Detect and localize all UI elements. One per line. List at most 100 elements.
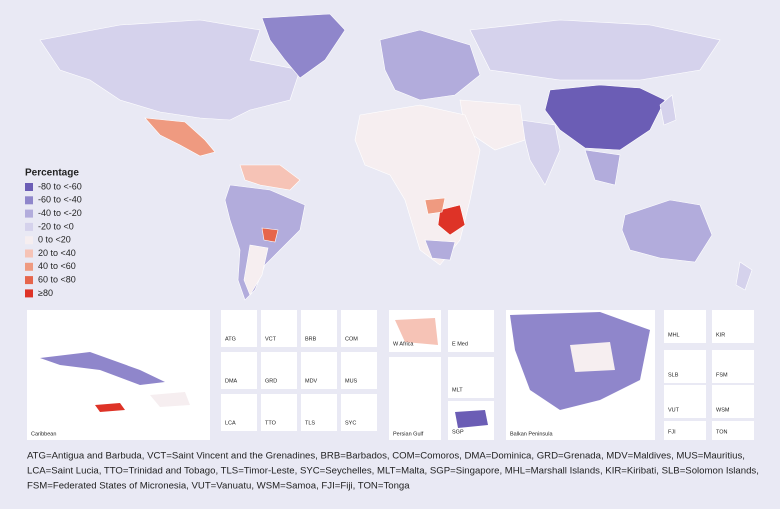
legend-label: 20 to <40 <box>38 248 76 258</box>
inset-box <box>301 310 337 347</box>
russia <box>469 19 721 81</box>
zimbabwe <box>437 204 466 236</box>
inset-box <box>664 385 706 418</box>
inset-label: TLS <box>305 420 315 426</box>
inset-label: MHL <box>668 332 680 338</box>
south-america <box>224 184 306 301</box>
inset-label: MDV <box>305 378 318 384</box>
zambia <box>424 197 446 215</box>
inset-label: VUT <box>668 407 680 413</box>
legend-label: 60 to <80 <box>38 274 76 284</box>
inset-box <box>301 394 337 431</box>
japan <box>659 94 677 126</box>
legend-label: -40 to <-20 <box>38 208 82 218</box>
legend-swatch <box>25 249 33 258</box>
footnote: ATG=Antigua and Barbuda, VCT=Saint Vince… <box>27 451 759 492</box>
inset-label: VCT <box>265 336 277 342</box>
footnote-line: FSM=Federated States of Micronesia, VUT=… <box>27 481 410 492</box>
legend-label: -60 to <-40 <box>38 195 82 205</box>
greenland <box>261 13 346 79</box>
inset-label: GRD <box>265 378 277 384</box>
argentina <box>243 244 269 296</box>
inset-label: Persian Gulf <box>393 431 424 437</box>
legend-title: Percentage <box>25 168 79 179</box>
world-map <box>39 13 753 301</box>
inset-label: SGP <box>452 429 464 435</box>
inset-box <box>261 310 297 347</box>
inset-box <box>341 352 377 389</box>
inset-label: FSM <box>716 372 728 378</box>
w-africa-shape <box>395 318 438 345</box>
mexico <box>144 117 216 157</box>
inset-box <box>448 310 494 352</box>
inset-box <box>448 357 494 398</box>
inset-label: DMA <box>225 378 238 384</box>
hispaniola <box>150 392 190 407</box>
inset-box <box>664 421 706 440</box>
south-africa <box>424 239 456 261</box>
legend-swatch <box>25 276 33 285</box>
legend-swatch <box>25 262 33 271</box>
inset-box <box>712 385 754 418</box>
inset-box <box>341 394 377 431</box>
singapore <box>455 410 488 428</box>
inset-box <box>712 421 754 440</box>
inset-label: ATG <box>225 336 236 342</box>
china <box>544 84 666 151</box>
inset-box <box>221 310 257 347</box>
romania <box>570 342 615 372</box>
legend-label: -80 to <-60 <box>38 181 82 191</box>
venezuela <box>239 164 301 191</box>
inset-label: TTO <box>265 420 277 426</box>
inset-label: SYC <box>345 420 356 426</box>
inset-label: MLT <box>452 387 463 393</box>
new-zealand <box>735 261 753 291</box>
legend-swatch <box>25 236 33 245</box>
footnote-line: ATG=Antigua and Barbuda, VCT=Saint Vince… <box>27 451 745 462</box>
inset-label: E Med <box>452 341 468 347</box>
india <box>519 119 561 186</box>
inset-label: Balkan Peninsula <box>510 431 553 437</box>
inset-box <box>664 310 706 343</box>
australia <box>621 199 713 263</box>
inset-box <box>221 394 257 431</box>
inset-label: KIR <box>716 332 725 338</box>
europe <box>379 29 481 101</box>
legend-swatch <box>25 209 33 218</box>
legend-swatch <box>25 196 33 205</box>
inset-label: BRB <box>305 336 317 342</box>
inset-label: FJI <box>668 429 676 435</box>
inset-box <box>301 352 337 389</box>
inset-label: TON <box>716 429 728 435</box>
inset-box <box>389 357 441 440</box>
inset-box <box>221 352 257 389</box>
north-america <box>39 19 301 121</box>
inset-label: W Africa <box>393 341 414 347</box>
jamaica <box>95 403 125 412</box>
legend-label: ≥80 <box>38 288 53 298</box>
cuba <box>40 352 165 385</box>
legend-label: -20 to <0 <box>38 221 74 231</box>
inset-box <box>712 350 754 383</box>
southeast-asia <box>584 149 621 186</box>
inset-box <box>712 310 754 343</box>
legend-label: 40 to <60 <box>38 261 76 271</box>
inset-box <box>664 350 706 383</box>
inset-label: LCA <box>225 420 236 426</box>
inset-label: MUS <box>345 378 358 384</box>
inset-box <box>261 352 297 389</box>
legend: Percentage -80 to <-60 -60 to <-40 -40 to … <box>25 168 82 298</box>
legend-swatch <box>25 222 33 231</box>
legend-label: 0 to <20 <box>38 235 71 245</box>
paraguay <box>261 227 279 243</box>
inset-label: WSM <box>716 407 730 413</box>
inset-box <box>341 310 377 347</box>
legend-swatch <box>25 183 33 191</box>
inset-box <box>261 394 297 431</box>
inset-label: COM <box>345 336 358 342</box>
inset-label: Caribbean <box>31 431 56 437</box>
footnote-line: LCA=Saint Lucia, TTO=Trinidad and Tobago… <box>27 466 759 477</box>
